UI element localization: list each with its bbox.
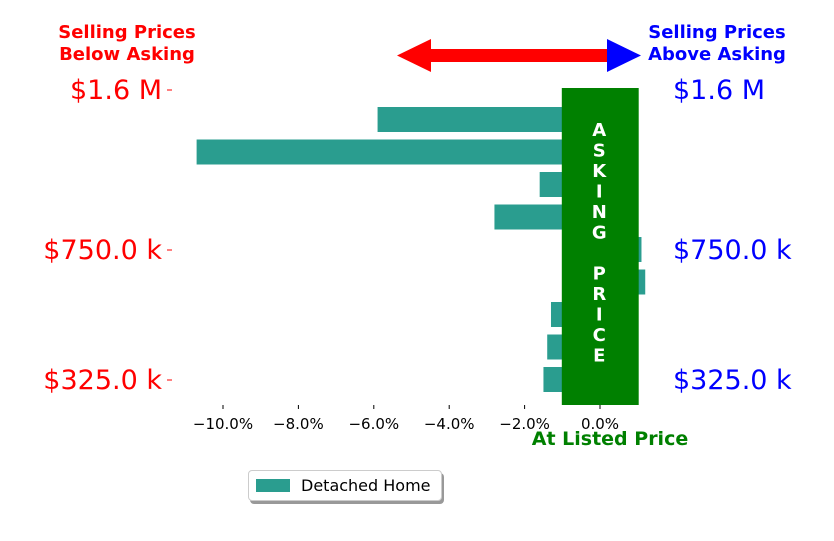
asking-letter-6: G [592,223,607,244]
y-label-right-1: $1.6 M [673,75,765,106]
legend: Detached Home [248,470,442,501]
y-label-left-2: $750.0 k [43,235,162,266]
bar-2 [196,139,601,165]
y-label-right-2: $750.0 k [673,235,792,266]
asking-letter-5: N [592,202,607,223]
asking-letter-8: P [593,264,606,285]
x-tick-label-1: −10.0% [193,415,253,433]
y-label-left-1: $1.6 M [70,75,162,106]
arrow-head-right-icon [607,39,641,72]
x-tick-label-4: −4.0% [424,415,475,433]
arrow-shaft-red [428,49,540,62]
x-axis-ticks: −10.0% −8.0% −6.0% −4.0% −2.0% 0.0% [193,405,619,433]
y-label-left-3: $325.0 k [43,365,162,396]
below-asking-title-line2: Below Asking [59,44,195,65]
legend-label-detached-home: Detached Home [301,476,431,495]
x-tick-label-2: −8.0% [273,415,324,433]
asking-letter-1: A [592,120,606,141]
above-asking-title-line2: Above Asking [648,44,786,65]
x-tick-label-6: 0.0% [581,415,619,433]
y-axis-labels: $1.6 M $1.6 M $750.0 k $750.0 k $325.0 k $325… [43,75,792,396]
legend-swatch-detached-home [256,479,290,492]
x-axis-label: At Listed Price [532,428,688,450]
arrow-shaft-blue [540,49,610,62]
y-label-right-3: $325.0 k [673,365,792,396]
direction-arrow-icon [397,39,641,72]
asking-letter-11: C [593,325,606,346]
arrow-head-left-icon [397,39,431,72]
asking-letter-4: I [596,182,603,203]
x-tick-label-5: −2.0% [499,415,550,433]
below-asking-title-line1: Selling Prices [58,22,195,43]
asking-letter-12: E [593,346,605,367]
above-asking-title-line1: Selling Prices [648,22,785,43]
asking-letter-9: R [592,284,606,305]
asking-price-band [561,88,639,405]
asking-letter-10: I [596,305,603,326]
asking-letter-2: S [593,141,606,162]
x-tick-label-3: −6.0% [348,415,399,433]
asking-letter-3: K [592,161,607,182]
